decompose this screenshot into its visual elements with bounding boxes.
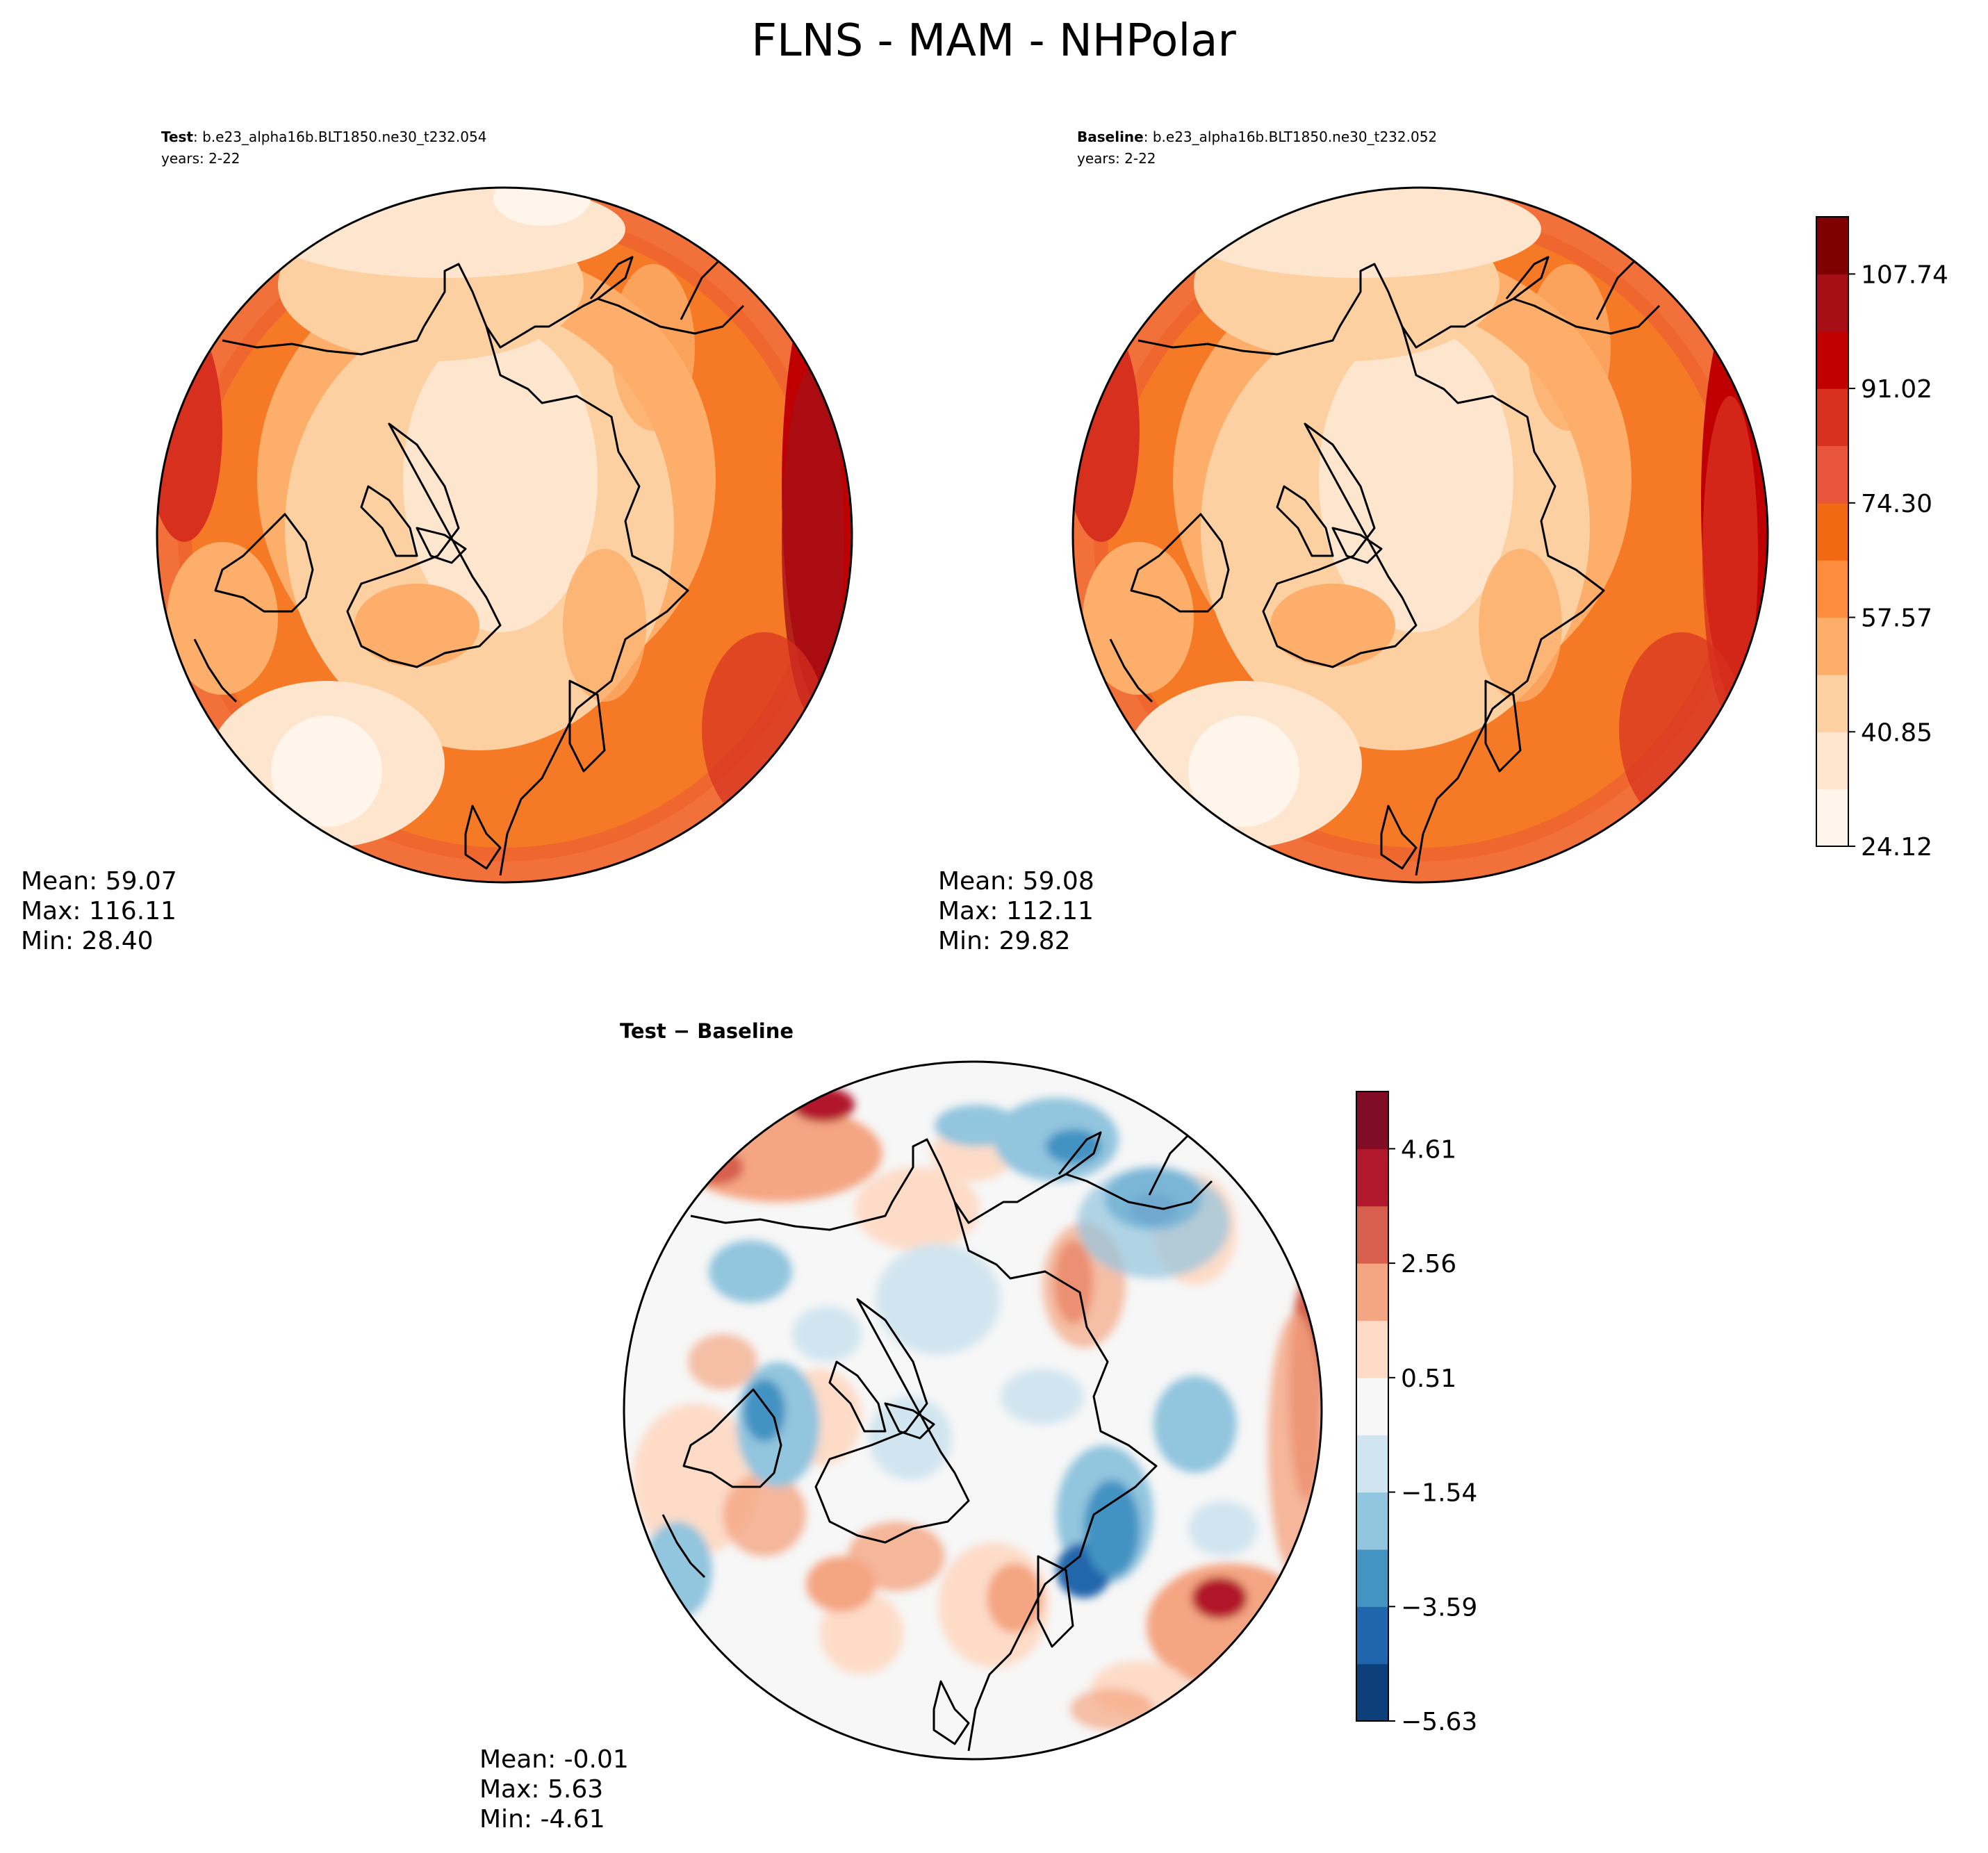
test-panel-label: Test: b.e23_alpha16b.BLT1850.ne30_t232.0… xyxy=(161,129,486,145)
rdbu-colorbar-swatch-7 xyxy=(1356,1263,1388,1321)
difference-map-border xyxy=(623,1060,1323,1761)
difference-map xyxy=(624,1062,1322,1759)
rdbu-colorbar-swatch-3 xyxy=(1356,1492,1388,1550)
orrd-colorbar-tick-label-5: 107.74 xyxy=(1861,261,1948,289)
rdbu-colorbar-swatch-0 xyxy=(1356,1663,1388,1722)
orrd-colorbar-tick-label-4: 91.02 xyxy=(1861,375,1932,404)
baseline-years: years: 2-22 xyxy=(1077,150,1156,167)
orrd-colorbar-swatch-9 xyxy=(1816,274,1848,332)
baseline-max: Max: 112.11 xyxy=(938,897,1094,925)
baseline-case-name: b.e23_alpha16b.BLT1850.ne30_t232.052 xyxy=(1153,129,1437,145)
orrd-colorbar-swatch-2 xyxy=(1816,674,1848,732)
test-map xyxy=(157,188,852,882)
orrd-colorbar-swatch-5 xyxy=(1816,502,1848,561)
orrd-colorbar-tick-label-2: 57.57 xyxy=(1861,604,1932,633)
baseline-coastlines xyxy=(1109,256,1661,876)
rdbu-colorbar-swatch-10 xyxy=(1356,1092,1388,1149)
rdbu-colorbar-swatch-6 xyxy=(1356,1320,1388,1378)
orrd-colorbar-outline xyxy=(1816,216,1849,847)
rdbu-colorbar-swatch-4 xyxy=(1356,1435,1388,1493)
rdbu-colorbar-outline xyxy=(1356,1091,1389,1722)
baseline-label-sep: : xyxy=(1144,129,1153,145)
orrd-colorbar-swatch-4 xyxy=(1816,560,1848,618)
figure-title: FLNS - MAM - NHPolar xyxy=(751,15,1236,67)
rdbu-colorbar-tick-label-2: −1.54 xyxy=(1401,1479,1477,1508)
rdbu-colorbar: −5.63 −3.59 −1.54 0.51 2.56 4.61 xyxy=(1356,1091,1477,1736)
baseline-label-bold: Baseline xyxy=(1077,129,1144,145)
baseline-min: Min: 29.82 xyxy=(938,927,1071,955)
orrd-colorbar: 24.12 40.85 57.57 74.30 91.02 107.74 xyxy=(1816,216,1948,862)
orrd-colorbar-swatch-8 xyxy=(1816,331,1848,389)
difference-max: Max: 5.63 xyxy=(479,1775,603,1804)
test-mean: Mean: 59.07 xyxy=(21,867,177,896)
test-years: years: 2-22 xyxy=(161,150,240,167)
difference-min: Min: -4.61 xyxy=(479,1805,605,1834)
orrd-colorbar-tick-label-1: 40.85 xyxy=(1861,718,1932,747)
orrd-colorbar-swatch-10 xyxy=(1816,217,1848,274)
baseline-panel: Baseline: b.e23_alpha16b.BLT1850.ne30_t2… xyxy=(938,129,1948,955)
rdbu-colorbar-swatch-1 xyxy=(1356,1606,1388,1665)
test-label-sep: : xyxy=(193,129,202,145)
orrd-colorbar-swatch-6 xyxy=(1816,445,1848,504)
test-map-border xyxy=(156,186,853,884)
orrd-colorbar-tick-label-3: 74.30 xyxy=(1861,490,1932,518)
test-panel: Test: b.e23_alpha16b.BLT1850.ne30_t232.0… xyxy=(21,129,853,955)
test-coastlines xyxy=(193,256,745,876)
baseline-map-border xyxy=(1071,186,1769,884)
difference-coastlines xyxy=(662,1131,1213,1752)
rdbu-colorbar-swatch-8 xyxy=(1356,1205,1388,1264)
test-field xyxy=(157,188,852,882)
orrd-colorbar-swatch-7 xyxy=(1816,388,1848,447)
baseline-field xyxy=(1073,188,1768,882)
test-min: Min: 28.40 xyxy=(21,927,154,955)
baseline-mean: Mean: 59.08 xyxy=(938,867,1094,896)
rdbu-colorbar-tick-label-1: −3.59 xyxy=(1401,1593,1477,1622)
difference-title: Test − Baseline xyxy=(620,1019,794,1043)
rdbu-colorbar-tick-label-0: −5.63 xyxy=(1401,1708,1477,1736)
baseline-panel-label: Baseline: b.e23_alpha16b.BLT1850.ne30_t2… xyxy=(1077,129,1437,145)
difference-mean: Mean: -0.01 xyxy=(479,1745,629,1774)
orrd-colorbar-tick-label-0: 24.12 xyxy=(1861,833,1932,862)
rdbu-colorbar-tick-label-5: 4.61 xyxy=(1401,1135,1456,1164)
baseline-map xyxy=(1073,188,1768,882)
rdbu-colorbar-swatch-9 xyxy=(1356,1148,1388,1207)
rdbu-colorbar-tick-label-3: 0.51 xyxy=(1401,1365,1456,1393)
difference-field xyxy=(624,1062,1322,1759)
rdbu-colorbar-swatch-2 xyxy=(1356,1549,1388,1607)
rdbu-colorbar-swatch-5 xyxy=(1356,1377,1388,1435)
difference-panel: Test − Baseline xyxy=(479,1019,1477,1834)
baseline-stats: Mean: 59.08 Max: 112.11 Min: 29.82 xyxy=(938,867,1094,955)
test-stats: Mean: 59.07 Max: 116.11 Min: 28.40 xyxy=(21,867,177,955)
orrd-colorbar-swatch-0 xyxy=(1816,789,1848,847)
orrd-colorbar-swatch-3 xyxy=(1816,617,1848,675)
test-max: Max: 116.11 xyxy=(21,897,176,925)
test-label-bold: Test xyxy=(161,129,193,145)
test-case-name: b.e23_alpha16b.BLT1850.ne30_t232.054 xyxy=(202,129,486,145)
orrd-colorbar-swatch-1 xyxy=(1816,732,1848,790)
difference-stats: Mean: -0.01 Max: 5.63 Min: -4.61 xyxy=(479,1745,629,1834)
rdbu-colorbar-tick-label-4: 2.56 xyxy=(1401,1250,1456,1278)
